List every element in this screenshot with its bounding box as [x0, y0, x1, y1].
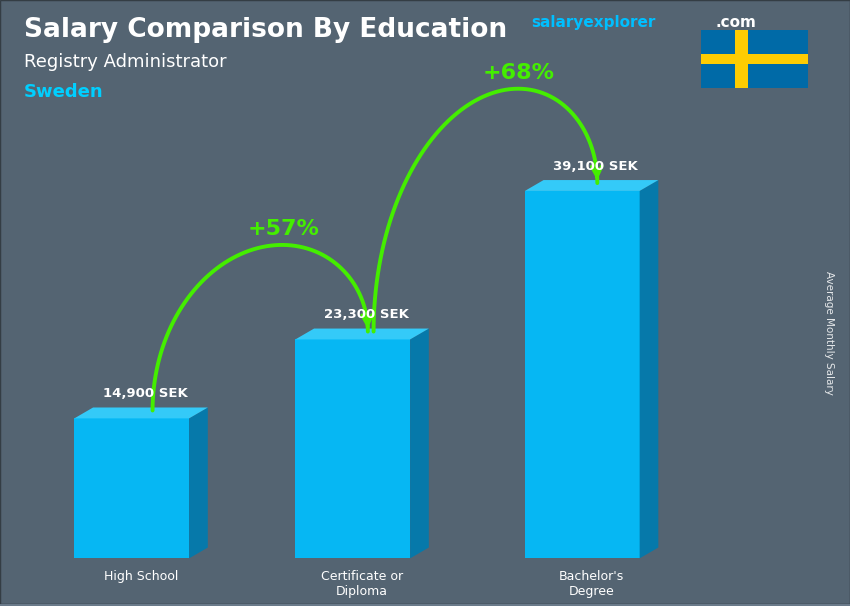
- Polygon shape: [296, 339, 411, 558]
- Text: Salary Comparison By Education: Salary Comparison By Education: [24, 17, 507, 43]
- Text: +57%: +57%: [247, 219, 320, 239]
- Text: Sweden: Sweden: [24, 82, 104, 101]
- Polygon shape: [296, 328, 429, 339]
- FancyBboxPatch shape: [701, 54, 808, 64]
- Polygon shape: [75, 407, 207, 418]
- Polygon shape: [75, 418, 189, 558]
- Text: .com: .com: [716, 15, 756, 30]
- FancyBboxPatch shape: [734, 30, 748, 87]
- Polygon shape: [524, 180, 658, 191]
- Text: 39,100 SEK: 39,100 SEK: [553, 160, 638, 173]
- Polygon shape: [524, 191, 639, 558]
- Polygon shape: [189, 407, 207, 558]
- Text: Certificate or
Diploma: Certificate or Diploma: [321, 570, 403, 599]
- Polygon shape: [411, 328, 429, 558]
- Text: salaryexplorer: salaryexplorer: [531, 15, 655, 30]
- Text: 23,300 SEK: 23,300 SEK: [324, 308, 409, 321]
- Text: +68%: +68%: [482, 62, 554, 82]
- FancyBboxPatch shape: [701, 30, 808, 87]
- Text: Bachelor's
Degree: Bachelor's Degree: [559, 570, 624, 599]
- Text: High School: High School: [104, 570, 178, 584]
- Polygon shape: [639, 180, 658, 558]
- Text: 14,900 SEK: 14,900 SEK: [103, 387, 188, 400]
- Text: Average Monthly Salary: Average Monthly Salary: [824, 271, 834, 395]
- Text: Registry Administrator: Registry Administrator: [24, 53, 226, 71]
